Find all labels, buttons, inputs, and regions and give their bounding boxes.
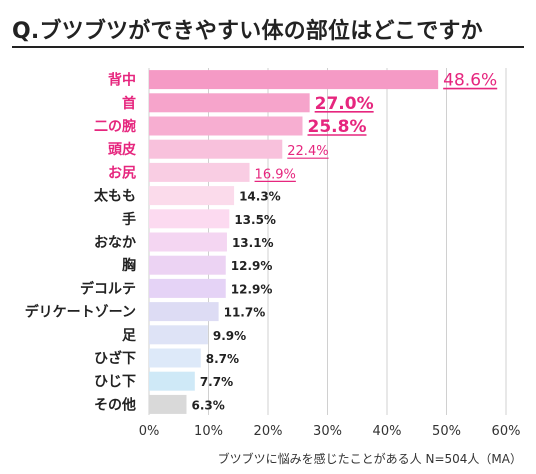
category-label-1: 首 [122,95,136,112]
value-label-11: 9.9% [213,329,246,343]
value-label-6: 13.5% [234,213,276,227]
category-label-10: デリケートゾーン [25,304,136,321]
value-label-1: 27.0% [315,94,374,114]
category-label-11: 足 [122,328,137,344]
category-label-14: その他 [94,396,136,413]
x-tick-label-40: 40% [373,424,402,439]
footnote: ブツブツに悩みを感じたことがある人 N=504人（MA） [217,452,522,466]
category-label-12: ひざ下 [94,350,136,367]
bar-0 [149,70,439,90]
category-label-8: 胸 [122,257,136,274]
x-tick-label-60: 60% [492,424,521,439]
page-title: Q.ブツブツができやすい体の部位はどこですか [12,19,483,44]
value-labels: 48.6% 27.0% 25.8% 22.4% 16.9% 14.3% 13.5% 13.1%… [191,71,498,412]
category-label-5: 太もも [94,188,136,205]
category-label-3: 頭皮 [108,141,136,158]
category-label-4: お尻 [108,165,136,181]
bar-4 [149,162,250,182]
bar-13 [149,371,195,391]
value-label-12: 8.7% [206,352,239,366]
bar-14 [149,394,187,414]
value-label-9: 12.9% [231,282,273,296]
value-label-14: 6.3% [191,398,224,412]
category-label-0: 背中 [108,72,136,89]
x-tick-label-10: 10% [194,424,223,439]
bar-5 [149,186,235,206]
value-label-3: 22.4% [287,144,328,159]
value-label-7: 13.1% [232,236,274,250]
value-label-4: 16.9% [255,167,296,182]
bars [149,70,439,414]
value-label-13: 7.7% [200,375,233,389]
category-label-7: おなか [94,235,136,251]
category-label-2: 二の腕 [94,118,136,135]
bar-8 [149,255,226,275]
value-label-8: 12.9% [231,259,273,273]
value-label-10: 11.7% [224,306,266,320]
bar-1 [149,93,310,113]
bar-7 [149,232,227,252]
x-tick-labels: 0% 10% 20% 30% 40% 50% 60% [139,424,521,439]
bar-11 [149,325,208,345]
value-label-0: 48.6% [443,71,497,91]
value-label-2: 25.8% [308,117,367,137]
bar-10 [149,302,219,322]
x-tick-label-20: 20% [254,424,283,439]
bar-3 [149,139,283,159]
x-tick-label-50: 50% [432,424,461,439]
bar-12 [149,348,201,368]
category-label-13: ひじ下 [94,374,136,390]
bar-2 [149,116,303,136]
title-underline [12,46,524,48]
bar-6 [149,209,230,229]
category-label-9: デコルテ [80,280,136,297]
value-label-5: 14.3% [239,190,281,204]
category-label-6: 手 [122,211,136,228]
bar-9 [149,278,226,298]
x-tick-label-0: 0% [139,424,160,439]
x-tick-label-30: 30% [313,424,342,439]
